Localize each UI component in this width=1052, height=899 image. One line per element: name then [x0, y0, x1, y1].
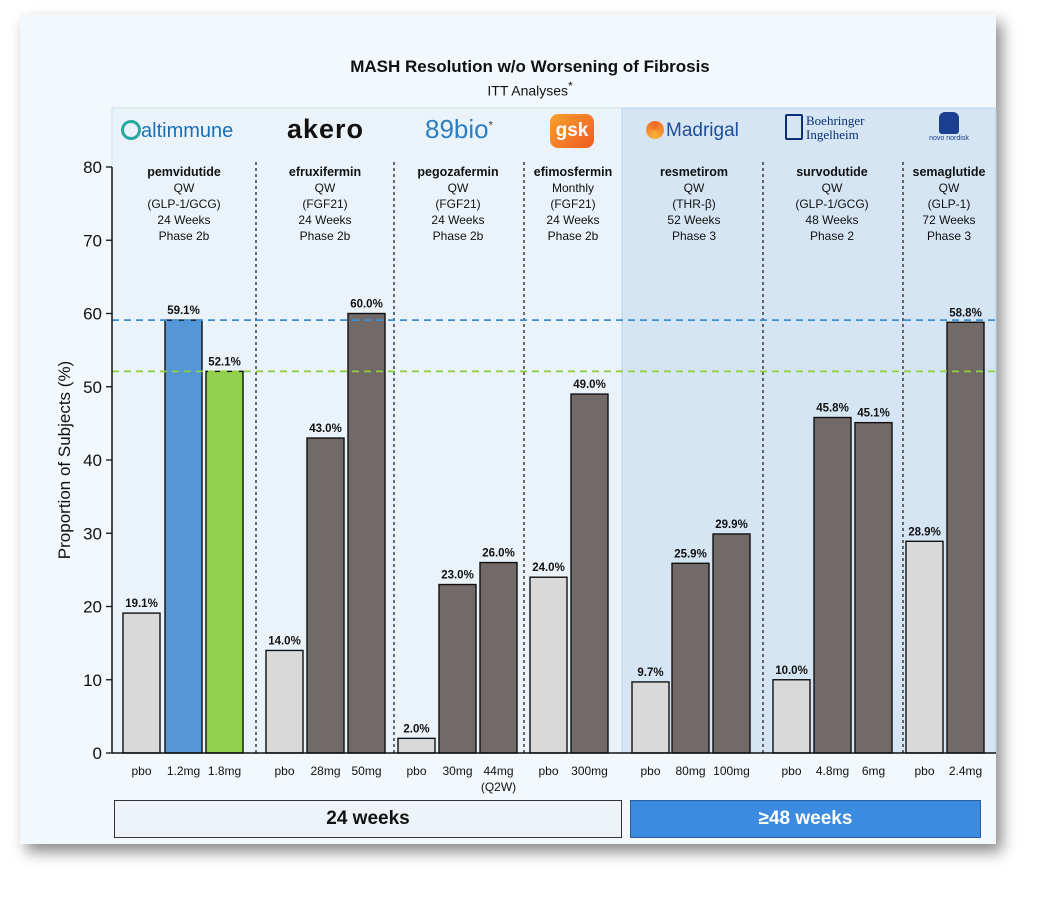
- category-label: 80mg: [675, 764, 705, 778]
- bar-efruxifermin-50mg: [347, 312, 386, 754]
- y-tick-label: 10: [83, 671, 102, 690]
- 89bio-logo: 89bio*: [425, 114, 493, 144]
- data-label: 25.9%: [674, 548, 707, 560]
- bar-pegozafermin-44mg: [479, 561, 518, 754]
- category-label: pbo: [406, 764, 426, 778]
- bar-efruxifermin-pbo: [265, 649, 304, 754]
- category-label: 50mg: [351, 764, 381, 778]
- bar-survodutide-6mg: [854, 421, 893, 754]
- y-tick-label: 50: [83, 378, 102, 397]
- data-label: 60.0%: [350, 299, 383, 311]
- apis-bull-icon: [939, 112, 959, 134]
- group-header-efruxifermin: efruxifermin QW (FGF21) 24 Weeks Phase 2b: [288, 165, 362, 243]
- period-box-48-weeks: ≥48 weeks: [630, 800, 981, 838]
- category-label: pbo: [538, 764, 558, 778]
- group-header-pemvidutide: pemvidutide QW (GLP-1/GCG) 24 Weeks Phase 2…: [147, 165, 221, 243]
- category-label: 300mg: [571, 764, 608, 778]
- group-header-semaglutide: semaglutide QW (GLP-1) 72 Weeks Phase 3: [912, 165, 986, 243]
- boehringer-logo: Boehringer Ingelheim: [785, 114, 894, 142]
- bar-pegozafermin-30mg: [438, 583, 477, 754]
- period-box-24-weeks: 24 weeks: [114, 800, 622, 838]
- madrigal-swirl-icon: [646, 121, 664, 139]
- category-label: 4.8mg: [816, 764, 849, 778]
- y-tick-label: 40: [83, 451, 102, 470]
- group-header-resmetirom: resmetirom QW (THR-β) 52 Weeks Phase 3: [659, 165, 729, 243]
- data-label: 52.1%: [208, 356, 241, 368]
- data-label: 59.1%: [167, 305, 200, 317]
- bar-semaglutide-2.4mg: [946, 321, 985, 754]
- data-label: 26.0%: [482, 548, 515, 560]
- data-label: 14.0%: [268, 635, 301, 647]
- data-label: 24.0%: [532, 562, 565, 574]
- bar-pemvidutide-1.2mg: [164, 319, 203, 754]
- bar-efruxifermin-28mg: [306, 437, 345, 754]
- akero-logo: akero: [287, 114, 365, 144]
- category-label-sub: (Q2W): [481, 780, 516, 794]
- data-label: 58.8%: [949, 307, 982, 319]
- data-label: 10.0%: [775, 665, 808, 677]
- novo-nordisk-logo: novo nordisk: [926, 112, 972, 142]
- bar-efimosfermin-pbo: [529, 576, 568, 754]
- category-label: pbo: [640, 764, 660, 778]
- madrigal-logo: Madrigal: [646, 120, 739, 142]
- data-label: 23.0%: [441, 570, 474, 582]
- y-axis-label: Proportion of Subjects (%): [55, 361, 74, 559]
- pinwheel-icon: [121, 120, 141, 140]
- category-label: pbo: [131, 764, 151, 778]
- group-header-pegozafermin: pegozafermin QW (FGF21) 24 Weeks Phase 2b: [417, 165, 499, 243]
- bar-resmetirom-80mg: [671, 562, 710, 754]
- category-label: pbo: [914, 764, 934, 778]
- category-label: 1.8mg: [208, 764, 241, 778]
- data-label: 45.8%: [816, 403, 849, 415]
- gsk-logo: gsk: [550, 114, 594, 148]
- data-label: 2.0%: [403, 723, 429, 735]
- category-label: 2.4mg: [949, 764, 982, 778]
- bar-pemvidutide-pbo: [122, 612, 161, 754]
- y-tick-label: 60: [83, 305, 102, 324]
- bar-pemvidutide-1.8mg: [205, 370, 244, 754]
- category-label: pbo: [781, 764, 801, 778]
- y-tick-label: 70: [83, 231, 102, 250]
- data-label: 29.9%: [715, 519, 748, 531]
- data-label: 28.9%: [908, 526, 941, 538]
- data-label: 45.1%: [857, 408, 890, 420]
- data-label: 9.7%: [637, 667, 663, 679]
- category-label: 44mg: [483, 764, 513, 778]
- bar-resmetirom-pbo: [631, 681, 670, 754]
- data-label: 49.0%: [573, 379, 606, 391]
- y-tick-label: 20: [83, 598, 102, 617]
- category-label: 1.2mg: [167, 764, 200, 778]
- group-header-efimosfermin: efimosfermin Monthly (FGF21) 24 Weeks Phase…: [533, 165, 613, 243]
- y-tick-label: 80: [83, 158, 102, 177]
- category-label: 6mg: [862, 764, 885, 778]
- data-label: 19.1%: [125, 598, 158, 610]
- bar-survodutide-4.8mg: [813, 416, 852, 754]
- chart-title: MASH Resolution w/o Worsening of Fibrosi…: [350, 57, 710, 76]
- y-tick-label: 0: [93, 744, 102, 763]
- bar-resmetirom-100mg: [712, 533, 751, 754]
- y-tick-label: 30: [83, 524, 102, 543]
- category-label: 100mg: [713, 764, 750, 778]
- group-header-survodutide: survodutide QW (GLP-1/GCG) 48 Weeks Phase 2: [795, 165, 869, 243]
- data-label: 43.0%: [309, 423, 342, 435]
- bar-survodutide-pbo: [772, 679, 811, 754]
- category-label: pbo: [274, 764, 294, 778]
- bar-semaglutide-pbo: [905, 540, 944, 754]
- category-label: 28mg: [310, 764, 340, 778]
- boehringer-building-icon: [785, 114, 803, 140]
- bar-pegozafermin-pbo: [397, 737, 436, 754]
- category-label: 30mg: [442, 764, 472, 778]
- chart-subtitle: ITT Analyses*: [487, 80, 573, 99]
- altimmune-logo: altimmune: [121, 120, 233, 143]
- bar-efimosfermin-300mg: [570, 393, 609, 754]
